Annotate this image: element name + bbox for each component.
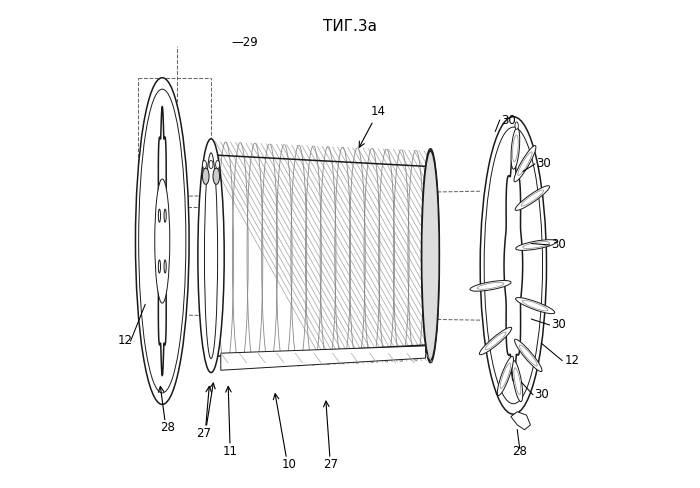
Text: 28: 28 <box>160 420 174 433</box>
Ellipse shape <box>498 357 514 396</box>
Ellipse shape <box>202 142 220 370</box>
Ellipse shape <box>213 169 220 185</box>
Ellipse shape <box>202 161 206 169</box>
Ellipse shape <box>515 298 555 314</box>
Ellipse shape <box>202 169 209 185</box>
Ellipse shape <box>470 281 511 291</box>
Ellipse shape <box>515 186 550 211</box>
Text: 30: 30 <box>551 238 566 251</box>
Text: 30: 30 <box>536 157 551 170</box>
Polygon shape <box>202 142 439 370</box>
Ellipse shape <box>209 161 213 169</box>
Ellipse shape <box>158 210 160 223</box>
Text: 11: 11 <box>223 444 238 457</box>
Text: 30: 30 <box>534 387 549 400</box>
Text: 27: 27 <box>323 457 338 470</box>
Text: —29: —29 <box>232 36 258 48</box>
Ellipse shape <box>512 361 523 402</box>
Text: 30: 30 <box>551 318 566 331</box>
Text: 30: 30 <box>501 113 516 126</box>
Ellipse shape <box>155 180 170 304</box>
Text: 10: 10 <box>281 457 297 470</box>
Ellipse shape <box>204 154 218 359</box>
Ellipse shape <box>480 118 547 414</box>
Ellipse shape <box>136 79 189 405</box>
Ellipse shape <box>198 140 224 373</box>
Polygon shape <box>158 107 167 376</box>
Polygon shape <box>511 412 531 430</box>
Ellipse shape <box>515 122 518 130</box>
Ellipse shape <box>158 261 160 273</box>
Text: ΤИГ.3а: ΤИГ.3а <box>323 19 377 34</box>
Polygon shape <box>504 151 523 381</box>
Ellipse shape <box>514 340 542 372</box>
Text: 12: 12 <box>564 353 580 366</box>
Ellipse shape <box>164 210 166 223</box>
Text: 28: 28 <box>512 444 527 457</box>
Text: 12: 12 <box>117 334 132 347</box>
Text: 14: 14 <box>371 105 386 118</box>
Ellipse shape <box>511 128 519 170</box>
Ellipse shape <box>516 240 556 251</box>
Ellipse shape <box>164 261 166 273</box>
Text: 27: 27 <box>196 426 211 439</box>
Ellipse shape <box>216 161 220 169</box>
Polygon shape <box>220 346 426 370</box>
Ellipse shape <box>480 327 512 355</box>
Ellipse shape <box>514 146 536 183</box>
Ellipse shape <box>421 152 439 361</box>
